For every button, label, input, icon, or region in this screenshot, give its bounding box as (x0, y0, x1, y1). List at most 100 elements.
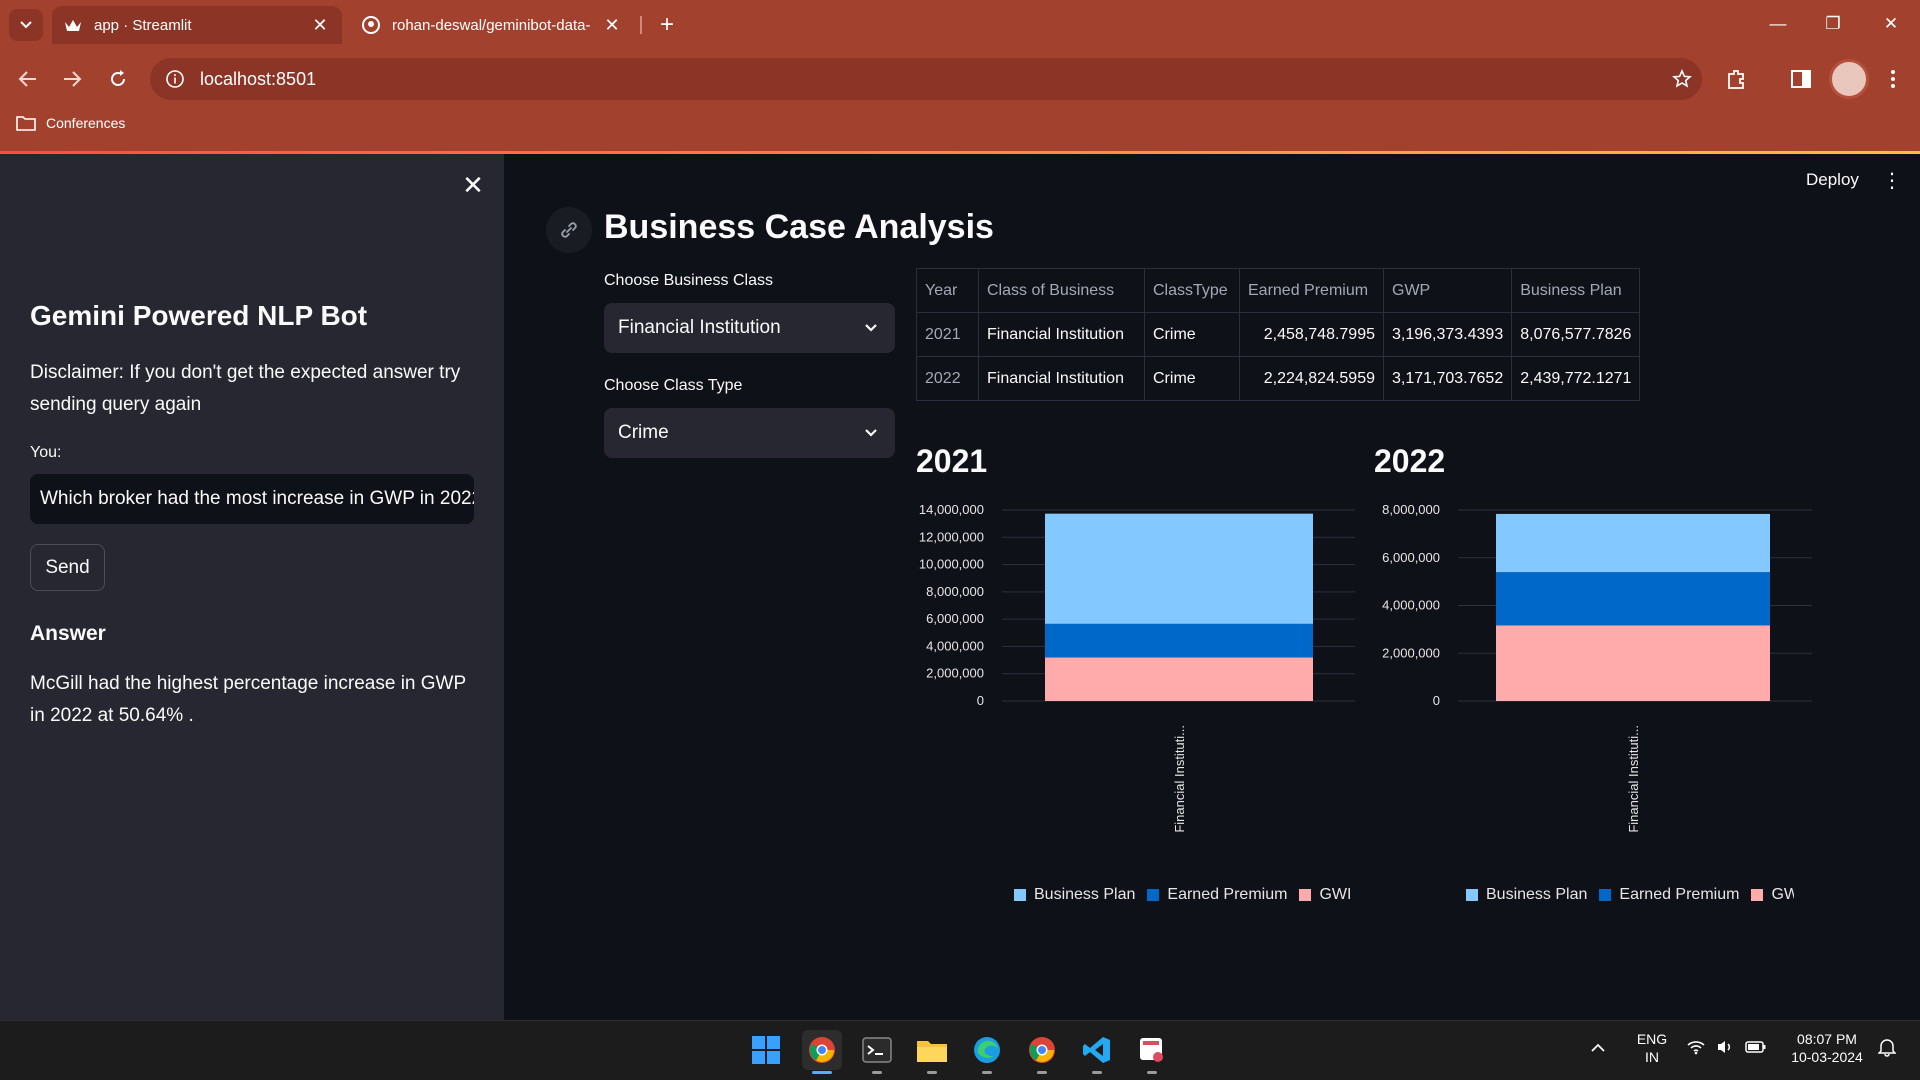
restore-button[interactable]: ❐ (1825, 14, 1841, 33)
data-table[interactable]: Year Class of Business ClassType Earned … (916, 268, 1641, 401)
column-header[interactable]: Year (916, 268, 979, 313)
table-cell[interactable]: Crime (1144, 356, 1240, 401)
forward-button[interactable] (56, 63, 88, 95)
volume-icon[interactable] (1716, 1039, 1734, 1059)
site-info-icon[interactable] (164, 68, 186, 90)
deploy-button[interactable]: Deploy (1806, 170, 1859, 189)
y-tick-label: 2,000,000 (1382, 645, 1440, 660)
edge-icon[interactable] (967, 1030, 1007, 1070)
new-tab-button[interactable]: + (659, 11, 674, 38)
table-row: 2021 Financial Institution Crime 2,458,7… (916, 312, 1641, 357)
legend-item[interactable]: GWI (1287, 886, 1351, 904)
table-cell[interactable]: Crime (1144, 312, 1240, 357)
address-bar[interactable]: localhost:8501 (150, 58, 1702, 100)
running-indicator (812, 1071, 832, 1074)
legend-item[interactable]: Earned Premium (1135, 886, 1287, 904)
bookmark-star-icon[interactable] (1662, 69, 1702, 89)
query-input[interactable]: Which broker had the most increase in GW… (30, 474, 474, 524)
bar-segment-gwp[interactable] (1045, 657, 1313, 701)
close-icon[interactable]: ✕ (604, 14, 620, 35)
table-cell[interactable]: 2,224,824.5959 (1239, 356, 1384, 401)
column-header[interactable]: ClassType (1144, 268, 1240, 313)
legend-item[interactable]: Business Plan (1454, 886, 1587, 904)
reload-button[interactable] (102, 63, 134, 95)
x-tick-label: Financial Instituti... (1172, 725, 1187, 833)
y-tick-label: 6,000,000 (1382, 550, 1440, 565)
chart-legend-2021: Business Plan Earned Premium GWI (1002, 886, 1356, 904)
tab-search-button[interactable] (9, 9, 43, 41)
extensions-icon[interactable] (1720, 63, 1752, 95)
legend-swatch (1147, 889, 1160, 901)
minimize-button[interactable]: — (1769, 14, 1787, 33)
chrome-taskbar-icon[interactable] (802, 1030, 842, 1070)
send-button[interactable]: Send (30, 544, 105, 591)
snipping-tool-icon[interactable] (1132, 1030, 1172, 1070)
column-header[interactable]: Class of Business (978, 268, 1145, 313)
table-cell[interactable]: 3,196,373.4393 (1382, 312, 1513, 357)
show-hidden-icons-chevron-up-icon[interactable] (1590, 1039, 1606, 1057)
close-icon[interactable]: ✕ (312, 14, 328, 35)
tab-github[interactable]: rohan-deswal/geminibot-data- ✕ (350, 6, 634, 44)
bar-segment-business-plan[interactable] (1045, 513, 1313, 624)
running-indicator (872, 1071, 882, 1074)
chart-title-2022: 2022 (1374, 443, 1446, 479)
y-tick-label: 0 (977, 693, 984, 708)
vscode-icon[interactable] (1077, 1030, 1117, 1070)
sidebar-title: Gemini Powered NLP Bot (30, 300, 368, 331)
table-cell[interactable]: Financial Institution (978, 312, 1145, 357)
chevron-down-icon (861, 323, 881, 333)
chrome-profile-icon[interactable] (1022, 1030, 1062, 1070)
notification-bell-icon[interactable] (1877, 1037, 1897, 1061)
table-cell[interactable]: 2022 (916, 356, 979, 401)
streamlit-crown-icon (64, 16, 82, 34)
table-cell[interactable]: 2021 (916, 312, 979, 357)
legend-label: Business Plan (1034, 886, 1136, 903)
table-cell[interactable]: 3,171,703.7652 (1382, 356, 1513, 401)
column-header[interactable]: GWP (1382, 268, 1513, 313)
table-cell[interactable]: 8,076,577.7826 (1511, 312, 1641, 357)
arrow-right-icon (64, 71, 82, 87)
profile-avatar[interactable] (1829, 59, 1869, 99)
windows-start-icon[interactable] (746, 1030, 786, 1070)
stacked-bar-chart-2021[interactable]: 0 2,000,000 4,000,000 6,000,000 8,000,000 10,… (910, 490, 1360, 860)
class-type-select[interactable]: Crime (604, 408, 895, 458)
close-window-button[interactable]: ✕ (1883, 14, 1899, 33)
battery-icon[interactable] (1745, 1039, 1767, 1059)
bar-segment-earned-premium[interactable] (1496, 572, 1770, 626)
legend-item[interactable]: GWP (1739, 886, 1794, 904)
back-button[interactable] (12, 63, 44, 95)
language-indicator[interactable]: ENG IN (1630, 1030, 1674, 1066)
app-menu-icon[interactable]: ⋮ (1882, 170, 1902, 192)
bar-segment-earned-premium[interactable] (1045, 623, 1313, 658)
terminal-icon[interactable] (857, 1030, 897, 1070)
file-explorer-icon[interactable] (912, 1030, 952, 1070)
tab-streamlit-app[interactable]: app · Streamlit ✕ (52, 6, 342, 44)
legend-label: Business Plan (1486, 886, 1588, 903)
business-class-select[interactable]: Financial Institution (604, 303, 895, 353)
chevron-down-icon (861, 428, 881, 438)
close-sidebar-button[interactable]: ✕ (462, 170, 484, 200)
taskbar (0, 1020, 1920, 1080)
side-panel-icon[interactable] (1785, 63, 1817, 95)
disclaimer-text: Disclaimer: If you don't get the expecte… (30, 362, 461, 415)
table-cell[interactable]: 2,439,772.1271 (1511, 356, 1641, 401)
bar-segment-business-plan[interactable] (1496, 513, 1770, 573)
column-header[interactable]: Business Plan (1511, 268, 1641, 313)
table-cell[interactable]: 2,458,748.7995 (1239, 312, 1384, 357)
table-cell[interactable]: Financial Institution (978, 356, 1145, 401)
column-header[interactable]: Earned Premium (1239, 268, 1384, 313)
streamlit-top-decoration (0, 151, 1920, 154)
wifi-icon[interactable] (1686, 1039, 1706, 1059)
legend-label: Earned Premium (1619, 886, 1740, 903)
clock[interactable]: 08:07 PM 10-03-2024 (1782, 1030, 1872, 1066)
chart-title-2021: 2021 (916, 443, 988, 479)
tab-separator (640, 16, 642, 34)
bookmark-conferences[interactable]: Conferences (16, 115, 125, 131)
legend-item[interactable]: Business Plan (1002, 886, 1135, 904)
bar-segment-gwp[interactable] (1496, 625, 1770, 701)
y-tick-label: 0 (1433, 693, 1440, 708)
link-anchor-icon[interactable] (546, 207, 592, 253)
stacked-bar-chart-2022[interactable]: 0 2,000,000 4,000,000 6,000,000 8,000,000 Fin… (1368, 490, 1818, 860)
legend-item[interactable]: Earned Premium (1587, 886, 1739, 904)
browser-menu-icon[interactable] (1877, 63, 1909, 95)
